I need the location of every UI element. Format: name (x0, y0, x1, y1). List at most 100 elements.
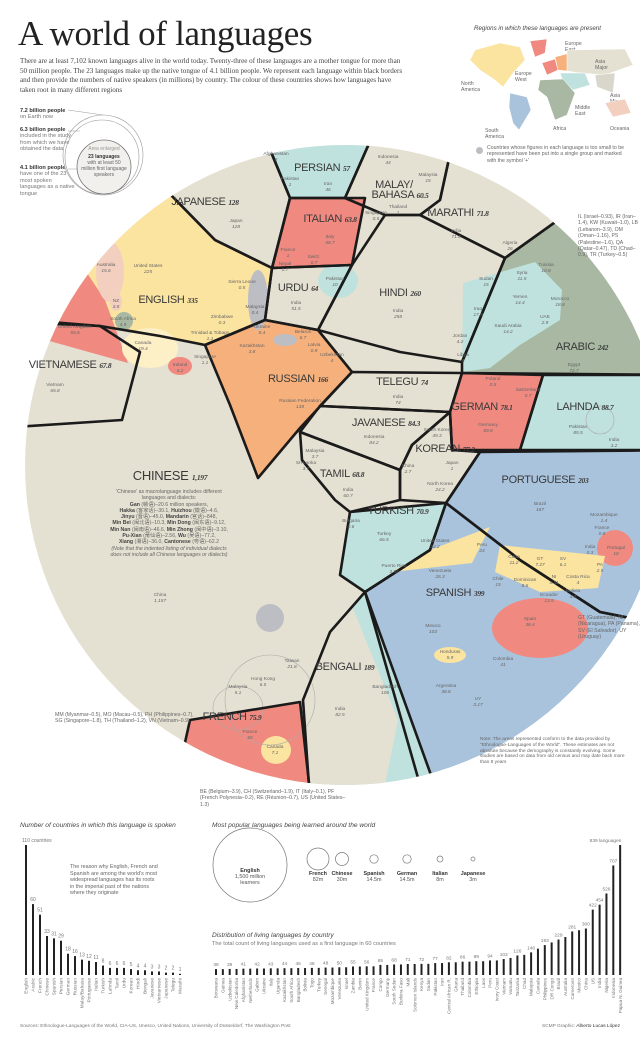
bar-category-label: Togo (310, 978, 315, 988)
spain-patch (492, 598, 588, 658)
country-label: Pakistan 1 (281, 176, 300, 188)
country-label: Puerto Rico 3.54 (381, 563, 406, 575)
bar-value-label: 45 (296, 961, 302, 967)
bar-value-label: 29 (58, 934, 64, 940)
country-label: India 0.3 (585, 544, 596, 556)
us-spanish-patch (392, 527, 490, 572)
language-total: 57 (343, 164, 350, 173)
country-name: Latvia (308, 342, 321, 348)
bar-category-label: Afghanistan (241, 978, 246, 1003)
bar-languages (434, 963, 437, 975)
bar-value-label: 3 (151, 964, 154, 970)
country-name: Honduras (440, 649, 461, 655)
language-label-italian: ITALIAN 63.8 (303, 213, 357, 225)
country-value: 0.7 (282, 267, 289, 273)
country-value: 103 (429, 629, 437, 635)
bar-countries (95, 962, 97, 975)
country-value: 17.9 (473, 312, 483, 318)
bar-category-label: France (371, 978, 376, 993)
credit-label: SCMP Graphic: (541, 1024, 576, 1029)
map-label-line: Europe (565, 41, 582, 47)
note-fragment: Hakka (119, 507, 135, 514)
bar-category-label: German (66, 978, 72, 996)
learner-label: Spanish 14.5m (364, 871, 385, 883)
country-name: Bolivia (566, 588, 580, 594)
country-label: SV 6.1 (560, 556, 567, 568)
country-name: Poland (486, 376, 501, 382)
country-value: 128 (232, 224, 240, 230)
chinese-note-line: (Note that the indented listing of indiv… (108, 546, 230, 559)
country-name: NZ (113, 298, 119, 304)
country-name: Spain (524, 616, 537, 622)
country-name: Colombia (493, 656, 514, 662)
bar-languages (290, 968, 293, 975)
bar-countries (25, 845, 27, 975)
bar-category-label: Bolivia (303, 978, 308, 992)
bar-category-label: Vietnam (501, 978, 506, 995)
language-label-japanese: JAPANESE 128 (171, 196, 239, 208)
bar-value-label: 3 (158, 964, 161, 970)
country-name: Sudan (479, 276, 493, 282)
language-name: PERSIAN (294, 162, 343, 174)
map-label: Europe West (515, 71, 532, 83)
bar-value-label: 82 (446, 955, 452, 961)
bar-value-label: 6 (116, 961, 119, 967)
australia-patch (96, 242, 124, 302)
bar-languages (283, 968, 286, 975)
language-total: 189 (364, 663, 375, 672)
country-label: Honduras 5.9 (440, 649, 461, 661)
bar-category-label: Portuguese (87, 978, 93, 1003)
country-value: 10.8 (541, 268, 551, 274)
note-fragment: (官话)–848, (188, 514, 218, 521)
country-label: Morocco 18.8 (551, 296, 570, 308)
bar-value-label: 4 (137, 963, 140, 969)
small-group-dot-icon (476, 147, 483, 154)
country-value: 4.9 (120, 322, 127, 328)
country-label: UY 3.17 (473, 696, 483, 708)
language-total: 84.3 (408, 419, 420, 428)
language-total: 67.8 (99, 361, 111, 370)
map-label-line: America (461, 87, 480, 93)
map-label-line: Asia (610, 93, 620, 99)
language-name: CHINESE (133, 468, 192, 483)
country-label: Portugal 10 (607, 545, 625, 557)
world-region-map: NorthAmericaEuropeWestEuropeEastAsiaMajo… (461, 38, 634, 140)
language-name: KOREAN (415, 443, 462, 455)
spanish-footnote: GT (Guatemala), NI (Nicaragua), PA (Pana… (578, 615, 640, 641)
learner-bubble (335, 852, 349, 866)
chinese-note-line: Min Bei (闽北语)–10.3, Min Dong (闽东语)–9.12, (108, 520, 230, 526)
bar-value-label: 13 (79, 953, 85, 959)
language-total: 335 (186, 296, 198, 305)
country-label: India 258 (393, 308, 404, 320)
learner-label: Japanese 3m (461, 871, 486, 883)
uk-patch (25, 267, 128, 363)
bar-countries (158, 971, 160, 975)
country-value: 55.6 (70, 330, 80, 336)
bar-languages (235, 968, 238, 975)
note-fragment: (吴语)–77.2, (185, 533, 216, 540)
bar-category-label: Botswana (214, 978, 219, 999)
language-region-hindi (318, 215, 505, 362)
bar-languages (447, 962, 450, 975)
bar-category-label: Chinese (45, 978, 51, 996)
country-label: Canada 19.4 (135, 340, 152, 352)
country-label: India 3.2 (609, 437, 620, 449)
country-label: Japan 128 (229, 218, 242, 230)
learner-name: English (240, 868, 259, 874)
language-name: URDU (278, 282, 311, 294)
ireland-patch (168, 357, 192, 375)
learner-name: French (309, 871, 327, 877)
bar-value-label: 16 (72, 949, 78, 955)
country-label: Turkey 66.5 (377, 531, 392, 543)
bar-category-label: Cameroon (570, 978, 575, 1000)
bar-countries (165, 972, 167, 975)
language-label-vietnamese: VIETNAMESE 67.8 (29, 359, 112, 371)
country-label: Ukraine 8.4 (254, 324, 271, 336)
note-fragment: Cantonese (164, 539, 191, 546)
learner-bubble (470, 856, 476, 862)
bar-category-label: Bangladesh (296, 978, 301, 1003)
bar-languages (475, 961, 478, 975)
country-value: 15.6 (101, 268, 111, 274)
bar-category-label: Thailand (460, 978, 465, 996)
country-label: China 1,157 (154, 592, 167, 604)
